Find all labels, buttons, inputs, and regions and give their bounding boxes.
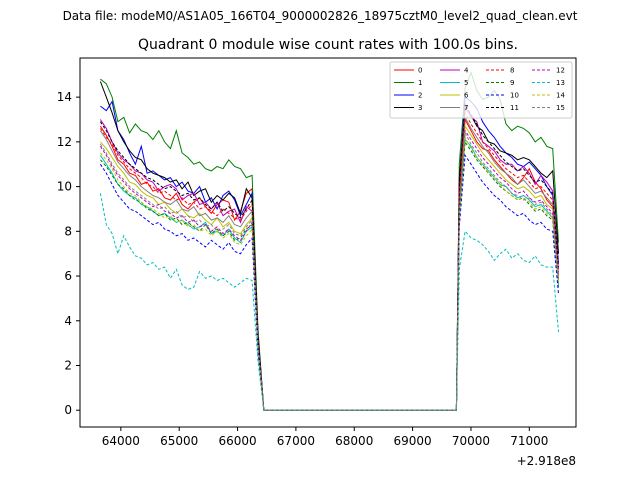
x-tick-label: 66000 — [218, 434, 256, 448]
series-line-7 — [99, 115, 559, 411]
legend-label-8: 8 — [510, 67, 514, 75]
y-tick-label: 0 — [64, 403, 72, 417]
legend-label-2: 2 — [418, 92, 422, 100]
x-tick-label: 71000 — [510, 434, 548, 448]
chart-title: Quadrant 0 module wise count rates with … — [138, 37, 518, 53]
legend-label-9: 9 — [510, 79, 514, 87]
legend-label-7: 7 — [464, 104, 468, 112]
legend-label-12: 12 — [556, 67, 565, 75]
x-tick-label: 70000 — [452, 434, 490, 448]
legend-label-15: 15 — [556, 104, 565, 112]
legend-label-13: 13 — [556, 79, 565, 87]
y-tick-label: 4 — [64, 314, 72, 328]
x-tick-label: 65000 — [160, 434, 198, 448]
series-line-3 — [99, 81, 559, 411]
y-tick-label: 14 — [57, 90, 72, 104]
legend-box — [389, 61, 573, 119]
series-line-6 — [100, 124, 559, 411]
legend-label-1: 1 — [418, 79, 422, 87]
legend-label-11: 11 — [510, 104, 519, 112]
series-line-0 — [99, 117, 559, 411]
legend-label-0: 0 — [418, 67, 422, 75]
x-offset-label: +2.918e8 — [517, 454, 576, 468]
series-line-15 — [99, 131, 559, 411]
series-line-14 — [100, 135, 559, 411]
series-line-2 — [100, 96, 559, 411]
series-line-1 — [100, 70, 559, 411]
series-line-4 — [99, 104, 559, 411]
y-tick-label: 8 — [64, 224, 72, 238]
series-line-11 — [99, 102, 559, 411]
plot-frame — [79, 57, 577, 428]
x-tick-label: 68000 — [335, 434, 373, 448]
series-line-8 — [99, 111, 559, 411]
x-tick-label: 67000 — [277, 434, 315, 448]
legend-label-3: 3 — [418, 104, 422, 112]
series-line-10 — [99, 153, 559, 411]
series-line-12 — [99, 129, 559, 411]
y-tick-label: 6 — [64, 269, 72, 283]
y-axis: 0 2 4 6 8 10 12 14 — [57, 90, 80, 417]
y-tick-label: 12 — [57, 135, 72, 149]
legend-label-10: 10 — [510, 92, 519, 100]
series-line-13 — [99, 193, 559, 411]
x-axis: 64000 65000 66000 67000 68000 69000 70000 71000 — [102, 427, 548, 448]
legend-label-4: 4 — [464, 67, 469, 75]
legend-label-6: 6 — [464, 92, 469, 100]
y-tick-label: 2 — [64, 359, 72, 373]
legend-label-14: 14 — [556, 92, 565, 100]
legend-label-5: 5 — [464, 79, 468, 87]
y-tick-label: 10 — [57, 180, 72, 194]
plot-lines — [99, 70, 559, 411]
x-tick-label: 69000 — [394, 434, 432, 448]
x-tick-label: 64000 — [102, 434, 140, 448]
data-file-label: Data file: modeM0/AS1A05_166T04_90000028… — [63, 9, 578, 23]
